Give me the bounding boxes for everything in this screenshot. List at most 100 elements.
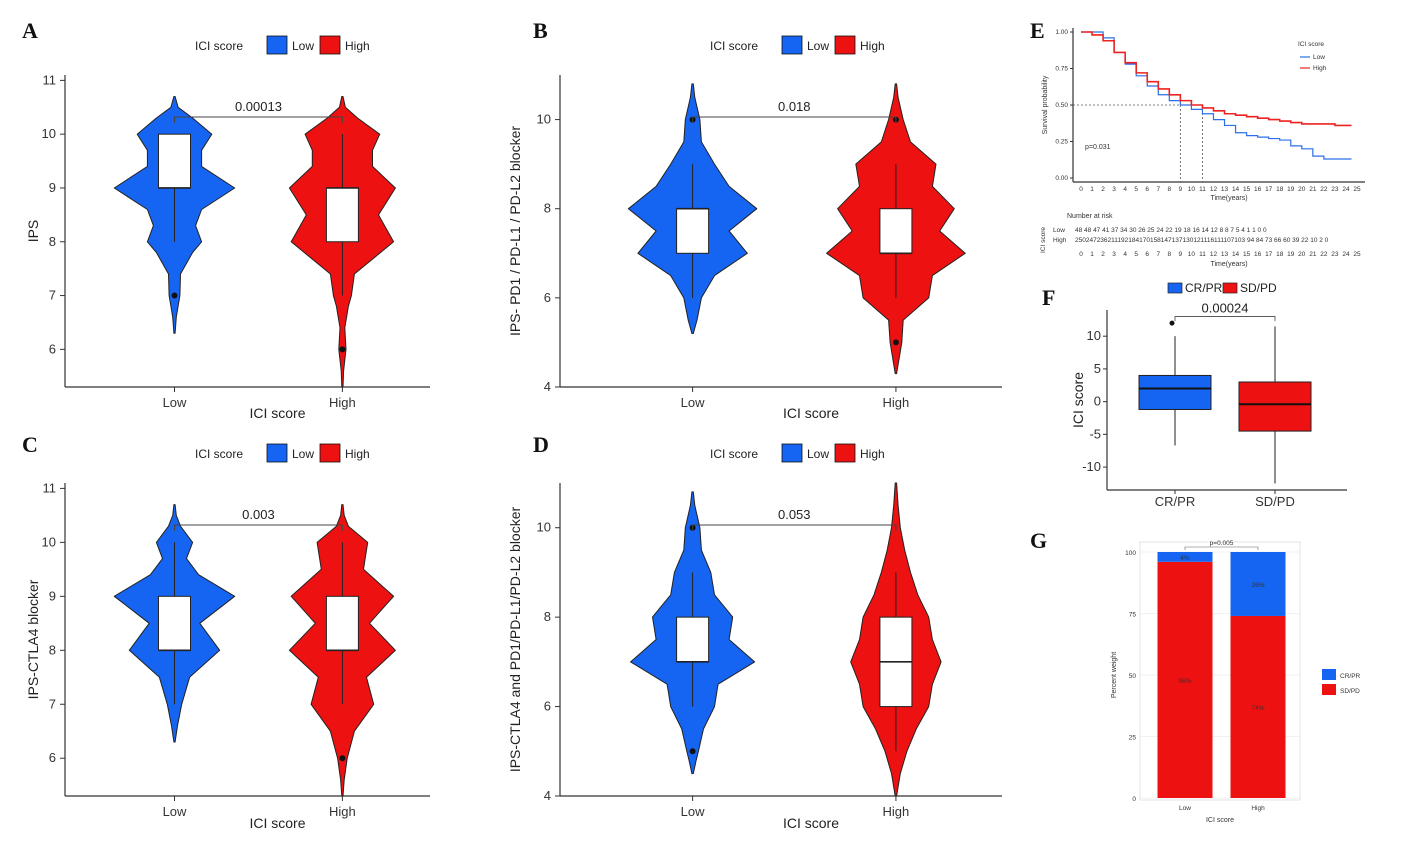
y-axis-title: ICI score bbox=[1070, 372, 1086, 428]
bar-segment-cr-pr bbox=[1230, 552, 1286, 616]
outlier-point bbox=[689, 748, 696, 755]
y-axis-title: Percent weight bbox=[1111, 652, 1118, 698]
y-tick-label: 10 bbox=[1087, 328, 1101, 343]
legend-label-high: High bbox=[345, 447, 370, 461]
y-tick-label: 7 bbox=[49, 696, 56, 711]
risk-x-tick-label: 12 bbox=[1210, 251, 1218, 258]
p-value-label: 0.003 bbox=[242, 507, 275, 522]
x-axis-title: ICI score bbox=[1206, 817, 1234, 824]
outlier-point bbox=[892, 339, 899, 346]
y-tick-label: 6 bbox=[544, 290, 551, 305]
legend: ICI score Low High bbox=[195, 443, 370, 463]
x-axis-title: ICI score bbox=[783, 405, 839, 421]
bar-segment-cr-pr bbox=[1157, 552, 1213, 562]
legend: ICI score Low High bbox=[710, 35, 885, 55]
x-tick-label: 16 bbox=[1254, 186, 1262, 193]
legend-label-low: Low bbox=[292, 447, 314, 461]
x-tick-label: 14 bbox=[1232, 186, 1240, 193]
y-tick-label: 75 bbox=[1129, 612, 1137, 619]
x-tick-label: 10 bbox=[1188, 186, 1196, 193]
legend-label-high: High bbox=[860, 39, 885, 53]
y-tick-label: 6 bbox=[544, 699, 551, 714]
survival-curve-low bbox=[1081, 31, 1352, 160]
x-tick-label: 1 bbox=[1090, 186, 1094, 193]
x-tick-label: 25 bbox=[1353, 186, 1361, 193]
x-tick-label: 23 bbox=[1331, 186, 1339, 193]
p-value-label: 0.00013 bbox=[235, 99, 282, 114]
legend-label-high: High bbox=[345, 39, 370, 53]
violin-panel-d: D ICI score Low High 4 6 8 10 Low High ICI score IP… bbox=[507, 432, 1002, 831]
survival-panel: E0.000.250.500.751.000 1 2 3 4 5 6 7 8 9 10 11 12 13 1… bbox=[1030, 18, 1365, 268]
bar-segment-sd-pd bbox=[1157, 561, 1213, 798]
legend-swatch-cr bbox=[1167, 282, 1183, 294]
legend-label-cr: CR/PR bbox=[1185, 281, 1223, 295]
significance-bracket bbox=[692, 524, 897, 531]
legend-swatch-low bbox=[781, 35, 803, 55]
y-tick-label: 8 bbox=[49, 642, 56, 657]
risk-row-high: 2502472362111921841701581471371301211161… bbox=[1075, 237, 1329, 244]
panel-letter: D bbox=[533, 432, 549, 457]
legend-label-low: Low bbox=[292, 39, 314, 53]
risk-x-tick-label: 22 bbox=[1320, 251, 1328, 258]
box-cr-pr bbox=[1138, 374, 1212, 410]
y-tick-label: -10 bbox=[1082, 459, 1101, 474]
bar-label-cr-pr: 26% bbox=[1251, 582, 1264, 589]
p-value-label: 0.00024 bbox=[1202, 301, 1249, 316]
risk-x-tick-label: 10 bbox=[1188, 251, 1196, 258]
panel-letter: A bbox=[22, 18, 38, 43]
y-tick-label: 50 bbox=[1129, 673, 1137, 680]
legend-swatch-low bbox=[266, 35, 288, 55]
y-axis-title: Survival probability bbox=[1042, 75, 1049, 134]
y-axis-title: IPS- PD1 / PD-L1 / PD-L2 blocker bbox=[507, 126, 523, 336]
risk-row-label-high: High bbox=[1053, 237, 1067, 244]
x-tick-label: 4 bbox=[1123, 186, 1127, 193]
y-tick-label: 10 bbox=[42, 534, 56, 549]
legend-swatch-low bbox=[266, 443, 288, 463]
risk-x-tick-label: 23 bbox=[1331, 251, 1339, 258]
x-tick-label: Low bbox=[681, 395, 705, 410]
risk-x-tick-label: 19 bbox=[1287, 251, 1295, 258]
y-axis-title: IPS-CTLA4 blocker bbox=[25, 579, 41, 699]
legend: ICI score Low High bbox=[710, 443, 885, 463]
panel-letter: E bbox=[1030, 18, 1045, 43]
y-tick-label: 100 bbox=[1125, 550, 1136, 557]
x-tick-label: 21 bbox=[1309, 186, 1317, 193]
x-tick-label: 12 bbox=[1210, 186, 1218, 193]
box-low bbox=[676, 208, 710, 254]
x-tick-label: 15 bbox=[1243, 186, 1251, 193]
legend-label-cr: CR/PR bbox=[1340, 673, 1361, 680]
box-high bbox=[325, 187, 359, 243]
y-tick-label: 0.00 bbox=[1055, 175, 1068, 182]
risk-x-tick-label: 24 bbox=[1342, 251, 1350, 258]
legend-swatch-high bbox=[834, 35, 856, 55]
legend-title: ICI score bbox=[195, 39, 243, 53]
box-low bbox=[158, 595, 191, 651]
x-tick-label: 5 bbox=[1134, 186, 1138, 193]
risk-x-axis-title: Time(years) bbox=[1210, 261, 1247, 268]
legend-label-low: Low bbox=[807, 39, 829, 53]
survival-curve-high bbox=[1081, 31, 1352, 127]
legend-label-sd: SD/PD bbox=[1340, 688, 1360, 695]
y-axis-title: IPS bbox=[25, 220, 41, 243]
risk-x-tick-label: 5 bbox=[1134, 251, 1138, 258]
x-tick-label: 6 bbox=[1145, 186, 1149, 193]
y-tick-label: 4 bbox=[544, 379, 551, 394]
y-tick-label: 10 bbox=[537, 520, 551, 535]
bar-segment-sd-pd bbox=[1230, 615, 1286, 798]
risk-x-tick-label: 11 bbox=[1199, 251, 1206, 258]
x-tick-label: 24 bbox=[1342, 186, 1350, 193]
x-axis-title: ICI score bbox=[249, 815, 305, 831]
x-tick-label: 18 bbox=[1276, 186, 1284, 193]
x-axis-title: ICI score bbox=[249, 405, 305, 421]
box-high bbox=[879, 208, 913, 254]
x-tick-label: High bbox=[883, 395, 910, 410]
risk-x-tick-label: 0 bbox=[1079, 251, 1083, 258]
box-low bbox=[158, 133, 191, 189]
y-tick-label: 11 bbox=[43, 72, 57, 87]
legend-label-sd: SD/PD bbox=[1240, 281, 1277, 295]
legend-title: ICI score bbox=[195, 447, 243, 461]
y-tick-label: 0.75 bbox=[1055, 66, 1068, 73]
legend-label-high: High bbox=[860, 447, 885, 461]
y-tick-label: 11 bbox=[43, 480, 57, 495]
